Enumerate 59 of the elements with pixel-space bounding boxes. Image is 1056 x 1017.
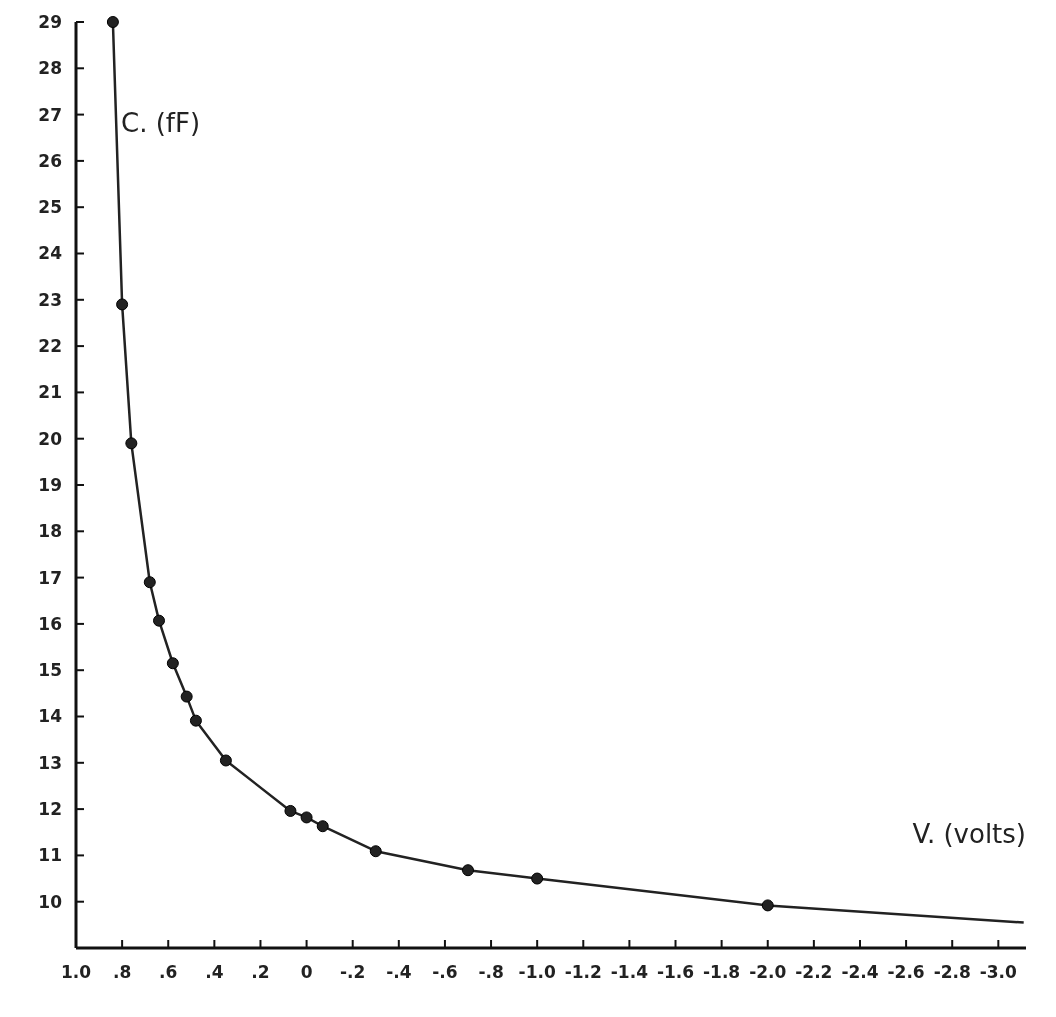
y-tick-label: 13 bbox=[38, 752, 62, 773]
y-tick-label: 25 bbox=[38, 197, 62, 218]
x-tick-label: -1.4 bbox=[610, 962, 649, 982]
x-tick-label: -.4 bbox=[386, 962, 412, 982]
x-tick-label: -.8 bbox=[478, 962, 504, 982]
point bbox=[531, 872, 544, 885]
point bbox=[316, 820, 329, 833]
y-axis-title: C. (fF) bbox=[121, 108, 201, 138]
y-tick-label: 10 bbox=[38, 891, 63, 912]
point bbox=[116, 298, 129, 311]
x-tick-label: -1.2 bbox=[564, 962, 602, 982]
x-tick-label: -2.6 bbox=[887, 962, 925, 982]
point bbox=[153, 614, 166, 627]
point bbox=[125, 437, 138, 450]
point bbox=[761, 899, 774, 912]
x-tick-label: -.6 bbox=[432, 962, 458, 982]
y-tick-label: 26 bbox=[38, 150, 62, 171]
y-tick-label: 16 bbox=[38, 613, 62, 634]
x-tick-label: -1.6 bbox=[656, 962, 695, 982]
x-tick-label: -2.8 bbox=[933, 962, 971, 982]
x-tick-label: .2 bbox=[251, 962, 270, 982]
x-tick-label: 0 bbox=[300, 962, 313, 982]
point bbox=[180, 690, 193, 703]
point bbox=[166, 657, 179, 670]
x-tick-label: -.2 bbox=[340, 962, 366, 982]
point bbox=[369, 845, 382, 858]
x-tick-label: .6 bbox=[159, 962, 178, 982]
point bbox=[189, 714, 202, 727]
y-tick-label: 28 bbox=[38, 58, 62, 79]
y-tick-label: 18 bbox=[38, 521, 62, 542]
x-axis-title: V. (volts) bbox=[912, 819, 1026, 849]
point bbox=[461, 864, 474, 877]
y-tick-label: 23 bbox=[38, 289, 62, 310]
x-tick-label: .8 bbox=[112, 962, 132, 982]
x-tick-label: -2.4 bbox=[841, 962, 879, 982]
point bbox=[300, 811, 313, 824]
y-tick-label: 22 bbox=[38, 336, 62, 357]
point bbox=[219, 754, 232, 767]
point bbox=[106, 16, 119, 28]
x-tick-label: -2.2 bbox=[795, 962, 833, 982]
x-tick-label: -1.0 bbox=[518, 962, 556, 982]
y-tick-label: 19 bbox=[38, 474, 62, 495]
y-tick-label: 15 bbox=[38, 660, 62, 681]
y-tick-label: 17 bbox=[38, 567, 62, 588]
y-tick-label: 20 bbox=[38, 428, 63, 449]
point bbox=[284, 804, 297, 817]
y-tick-label: 24 bbox=[38, 243, 63, 264]
x-tick-label: 1.0 bbox=[60, 962, 92, 982]
y-tick-label: 12 bbox=[38, 799, 62, 820]
x-tick-label: -2.0 bbox=[749, 962, 787, 982]
y-tick-label: 21 bbox=[38, 382, 62, 403]
y-tick-label: 29 bbox=[38, 11, 62, 32]
point bbox=[143, 576, 156, 589]
y-tick-label: 14 bbox=[38, 706, 63, 727]
y-tick-label: 27 bbox=[38, 104, 62, 125]
x-tick-label: -3.0 bbox=[979, 962, 1018, 982]
x-tick-label: -1.8 bbox=[703, 962, 741, 982]
x-tick-label: .4 bbox=[205, 962, 224, 982]
y-tick-label: 11 bbox=[38, 845, 62, 866]
